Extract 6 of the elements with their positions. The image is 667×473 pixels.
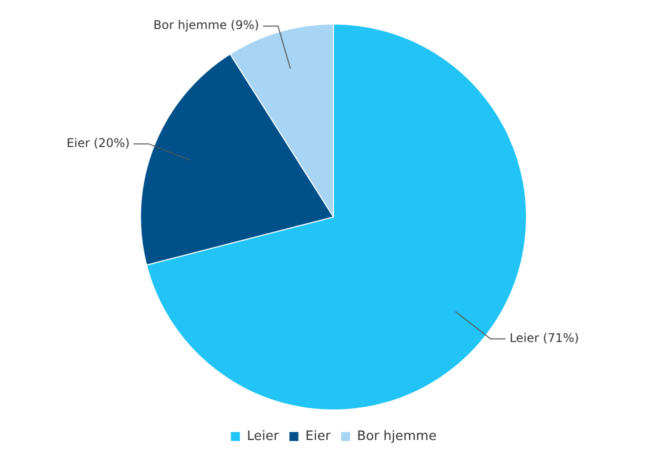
data-label: Eier (20%) xyxy=(66,136,130,150)
legend-label: Eier xyxy=(305,428,332,444)
data-label: Bor hjemme (9%) xyxy=(153,18,260,32)
legend-label: Leier xyxy=(246,428,280,444)
data-label: Leier (71%) xyxy=(510,330,579,345)
legend-label: Bor hjemme xyxy=(357,428,437,444)
